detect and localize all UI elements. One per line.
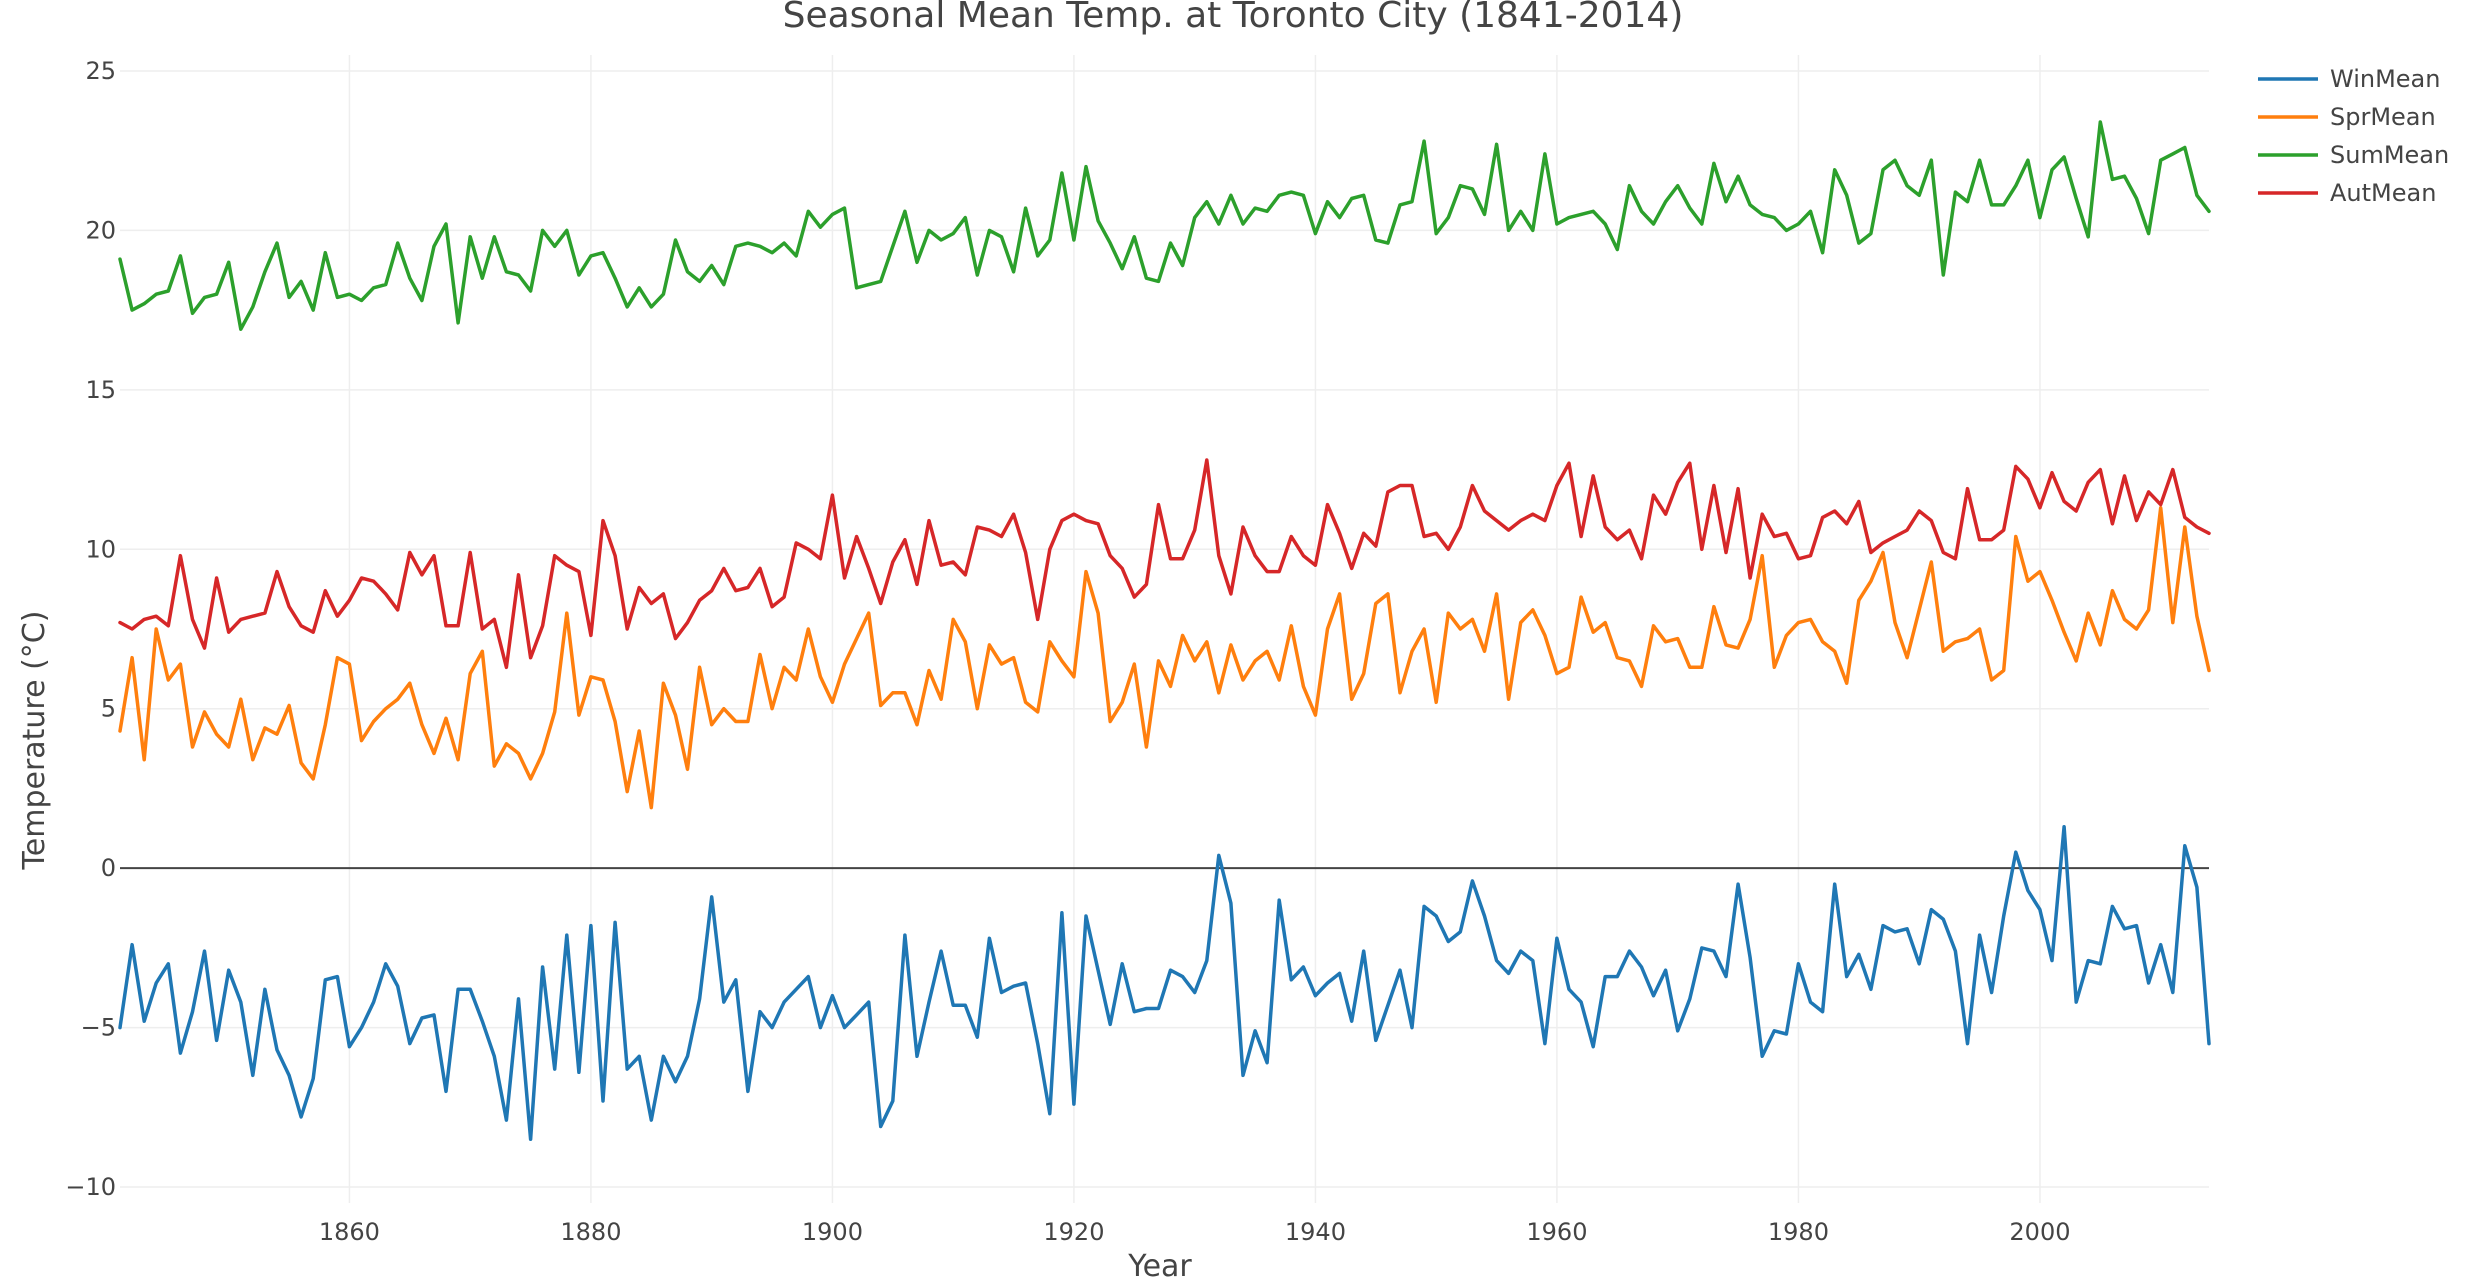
- legend-label: SumMean: [2330, 141, 2449, 169]
- x-tick-label: 1980: [1768, 1218, 1829, 1246]
- y-tick-label: 0: [101, 854, 116, 882]
- y-tick-label: 20: [85, 216, 116, 244]
- series-line-summean[interactable]: [118, 120, 2211, 331]
- y-tick-label: 10: [85, 535, 116, 563]
- y-tick-label: 5: [101, 695, 116, 723]
- legend[interactable]: WinMean SprMean SumMean AutMean: [2258, 65, 2449, 207]
- legend-item-winmean[interactable]: WinMean: [2258, 65, 2440, 93]
- chart-title: Seasonal Mean Temp. at Toronto City (184…: [783, 0, 1684, 36]
- y-tick-label: −10: [65, 1173, 116, 1201]
- y-tick-label: 15: [85, 376, 116, 404]
- x-tick-label: 1860: [319, 1218, 380, 1246]
- series-line-autmean[interactable]: [118, 458, 2211, 670]
- series-line-winmean[interactable]: [118, 824, 2211, 1141]
- x-tick-label: 1900: [802, 1218, 863, 1246]
- x-tick-label: 1920: [1043, 1218, 1104, 1246]
- x-tick-label: 1880: [560, 1218, 621, 1246]
- legend-item-summean[interactable]: SumMean: [2258, 141, 2449, 169]
- y-tick-label: −5: [81, 1014, 116, 1042]
- x-tick-label: 1960: [1526, 1218, 1587, 1246]
- series-line-sprmean[interactable]: [118, 506, 2211, 810]
- legend-label: SprMean: [2330, 103, 2436, 131]
- x-tick-label: 1940: [1285, 1218, 1346, 1246]
- grid-lines: [120, 55, 2209, 1203]
- y-tick-label: 25: [85, 57, 116, 85]
- legend-item-autmean[interactable]: AutMean: [2258, 179, 2436, 207]
- legend-label: WinMean: [2330, 65, 2440, 93]
- x-axis-title: Year: [1127, 1249, 1192, 1284]
- y-axis-ticks: −10 −5 0 5 10 15 20 25: [65, 57, 116, 1201]
- y-axis-title: Temperature (°C): [17, 611, 52, 871]
- legend-label: AutMean: [2330, 179, 2436, 207]
- legend-item-sprmean[interactable]: SprMean: [2258, 103, 2436, 131]
- series-lines: [118, 120, 2211, 1141]
- x-tick-label: 2000: [2009, 1218, 2070, 1246]
- x-axis-ticks: 1860 1880 1900 1920 1940 1960 1980 2000: [319, 1218, 2071, 1246]
